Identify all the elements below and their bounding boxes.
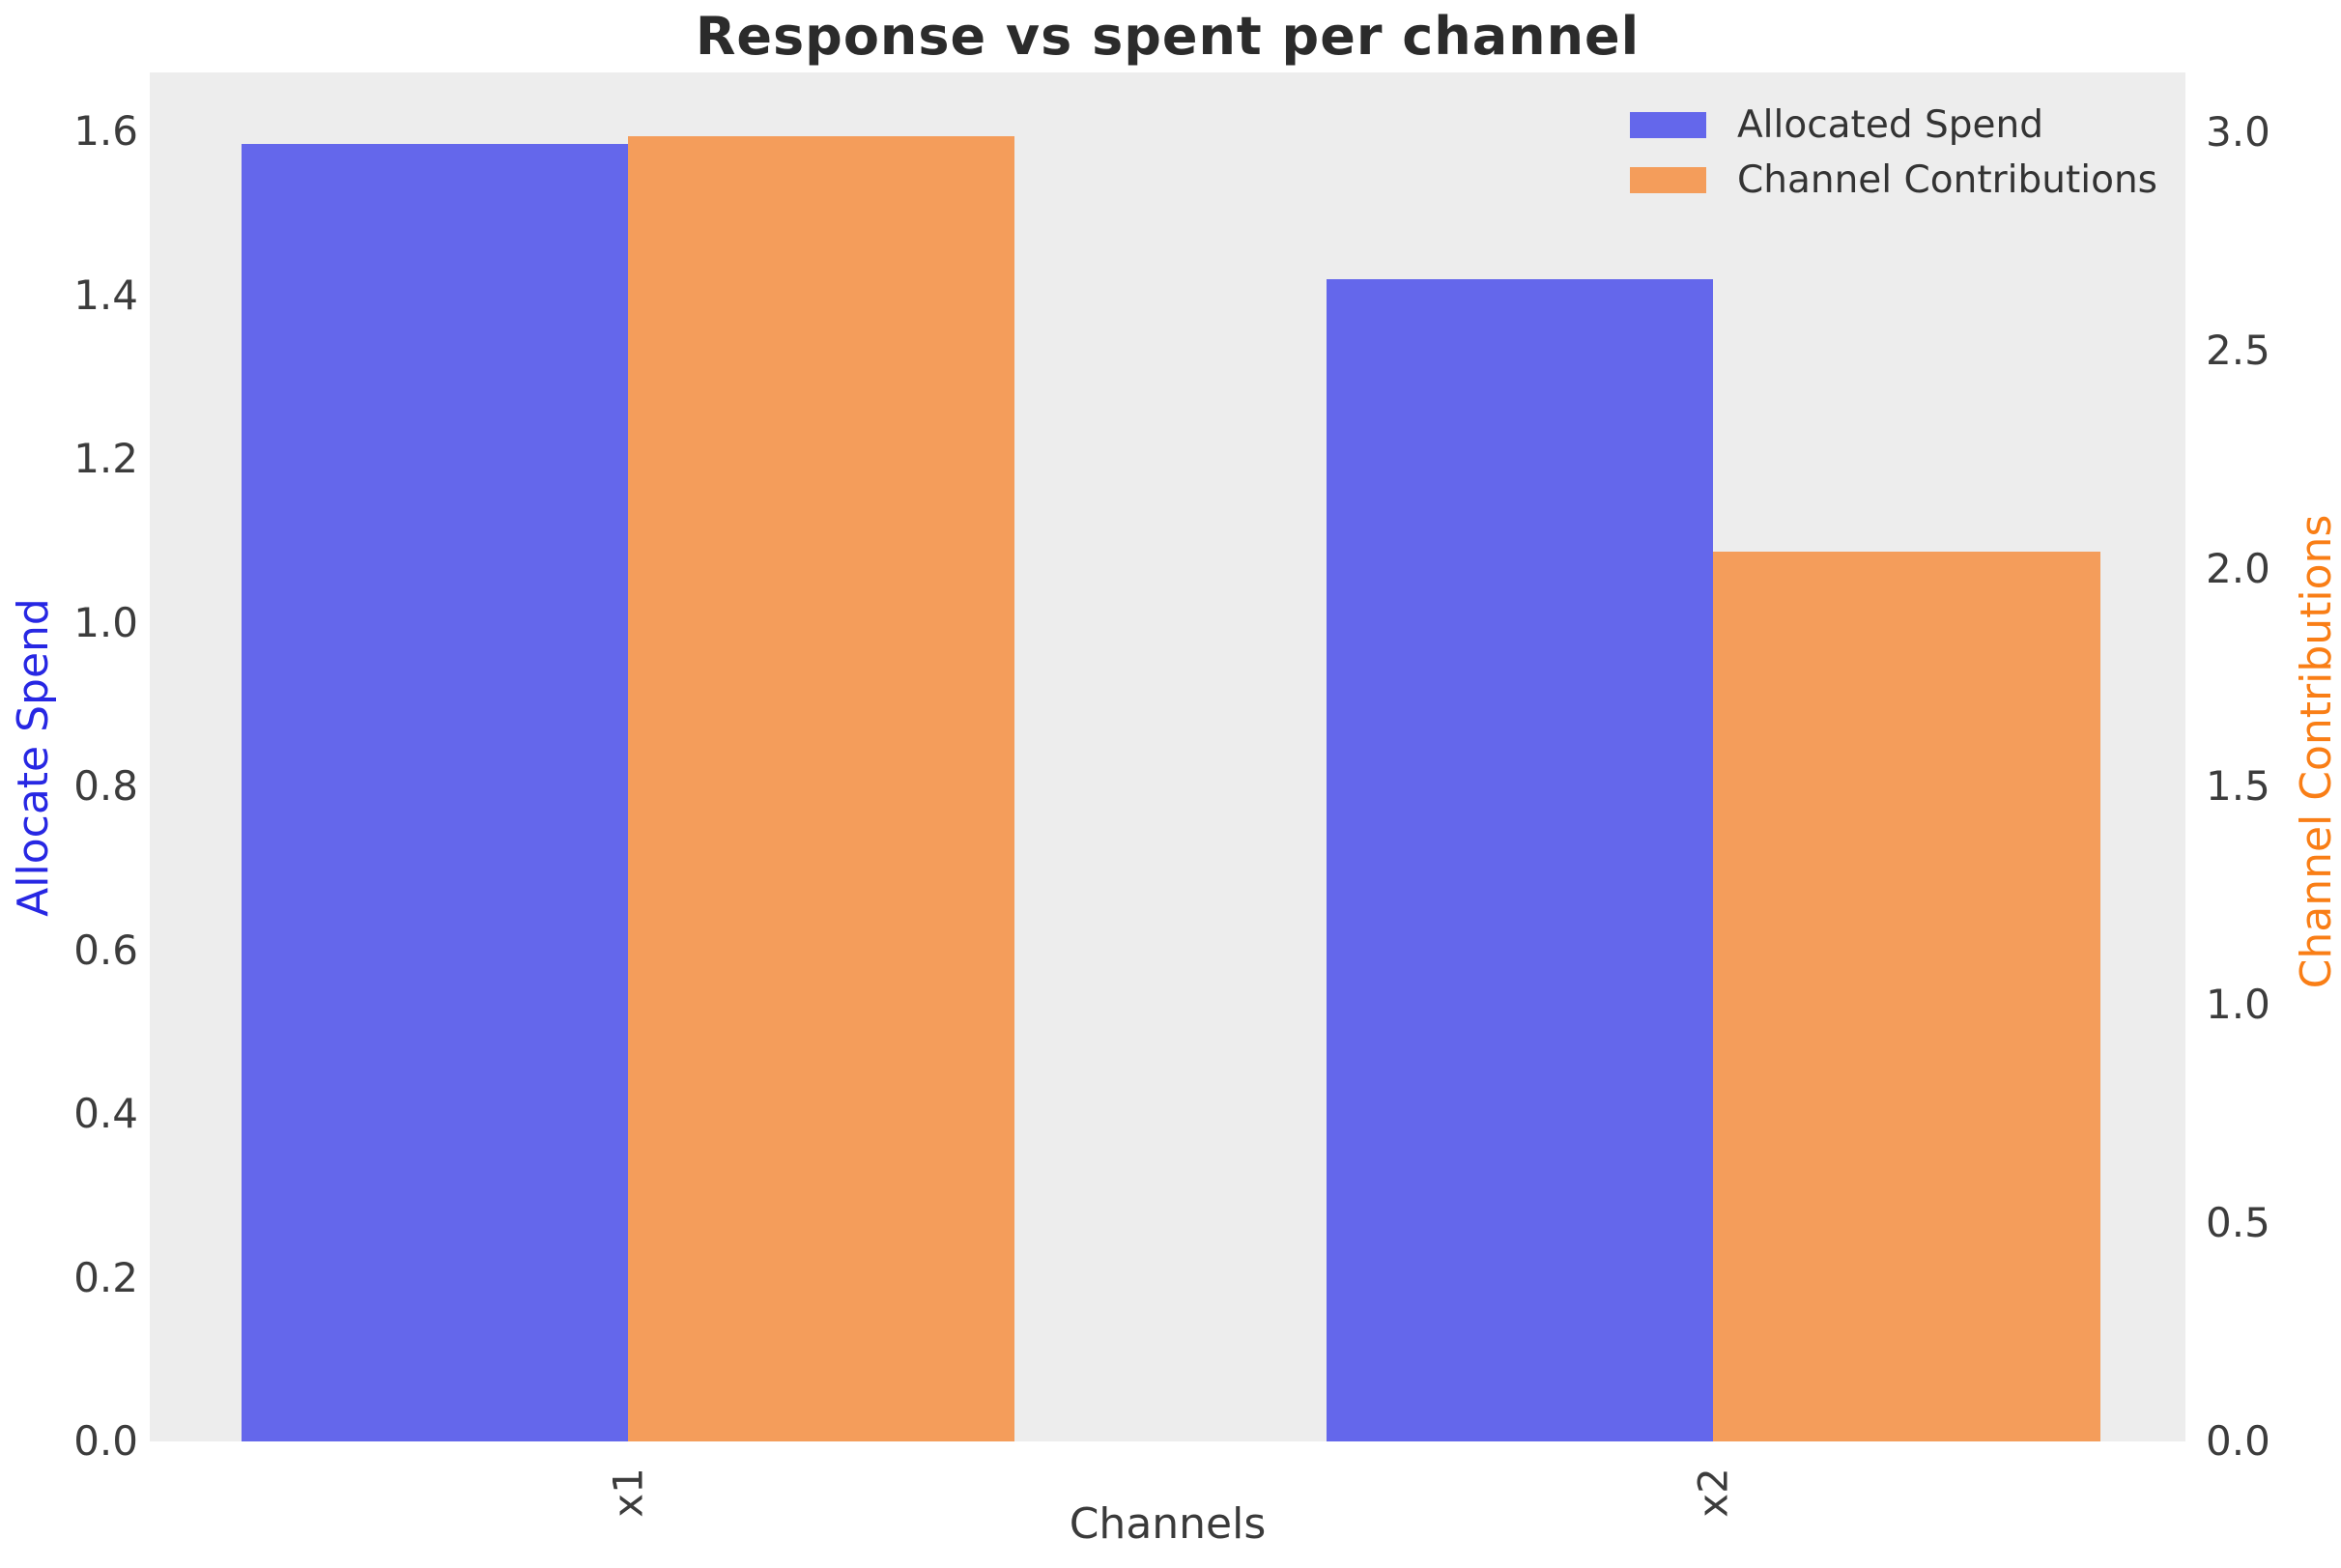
bar-x1-channel-contributions bbox=[628, 136, 1015, 1441]
y-tick-right-2.5: 2.5 bbox=[2206, 326, 2270, 374]
y-tick-right-0.5: 0.5 bbox=[2206, 1199, 2270, 1247]
legend-swatch-allocated-spend bbox=[1630, 112, 1706, 138]
y-axis-left-label: Allocate Spend bbox=[9, 598, 58, 917]
legend-label-channel-contributions: Channel Contributions bbox=[1737, 158, 2157, 202]
y-tick-left-0.0: 0.0 bbox=[73, 1417, 138, 1465]
y-axis-left-ticks: 0.0 0.2 0.4 0.6 0.8 1.0 1.2 1.4 1.6 bbox=[0, 72, 138, 1462]
y-tick-right-0.0: 0.0 bbox=[2206, 1417, 2270, 1465]
y-tick-left-0.8: 0.8 bbox=[73, 762, 138, 810]
bar-x2-channel-contributions bbox=[1713, 551, 2100, 1441]
y-tick-left-0.2: 0.2 bbox=[73, 1253, 138, 1301]
bar-x1-allocated-spend bbox=[241, 143, 629, 1441]
y-tick-right-1.0: 1.0 bbox=[2206, 981, 2270, 1029]
y-axis-right-ticks: 0.0 0.5 1.0 1.5 2.0 2.5 3.0 bbox=[2206, 72, 2341, 1461]
y-axis-right-label: Channel Contributions bbox=[2292, 514, 2341, 989]
y-tick-left-1.4: 1.4 bbox=[73, 271, 138, 319]
legend-label-allocated-spend: Allocated Spend bbox=[1737, 103, 2043, 147]
y-tick-left-1.0: 1.0 bbox=[73, 598, 138, 646]
x-axis-label: Channels bbox=[1069, 1499, 1267, 1549]
legend: Allocated Spend Channel Contributions bbox=[1630, 98, 2157, 208]
y-tick-left-0.4: 0.4 bbox=[73, 1090, 138, 1137]
y-tick-right-3.0: 3.0 bbox=[2206, 107, 2270, 156]
y-tick-left-1.2: 1.2 bbox=[73, 435, 138, 482]
y-tick-right-1.5: 1.5 bbox=[2206, 762, 2270, 811]
legend-swatch-channel-contributions bbox=[1630, 167, 1706, 193]
bar-x2-allocated-spend bbox=[1326, 278, 1714, 1441]
chart-title: Response vs spent per channel bbox=[695, 6, 1641, 67]
y-tick-left-1.6: 1.6 bbox=[73, 107, 138, 156]
legend-row-channel-contributions: Channel Contributions bbox=[1630, 153, 2157, 208]
plot-area: Allocated Spend Channel Contributions bbox=[150, 72, 2185, 1441]
y-tick-right-2.0: 2.0 bbox=[2206, 544, 2270, 592]
legend-row-allocated-spend: Allocated Spend bbox=[1630, 98, 2157, 153]
y-tick-left-0.6: 0.6 bbox=[73, 926, 138, 974]
